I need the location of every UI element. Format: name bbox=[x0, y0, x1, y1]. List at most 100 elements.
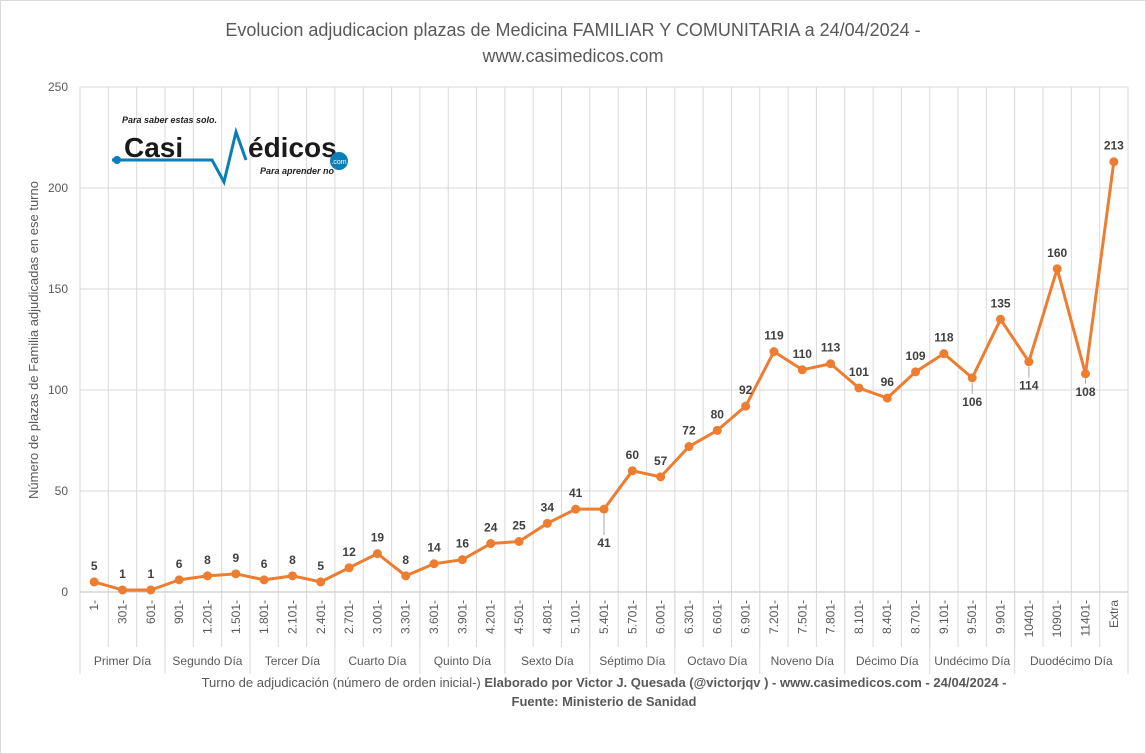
x-axis-label: Turno de adjudicación (número de orden i… bbox=[202, 675, 1007, 690]
x-tick-label: 1- bbox=[87, 600, 101, 611]
x-tick-label: 1.201- bbox=[200, 600, 214, 634]
data-point bbox=[854, 383, 864, 393]
x-group-label: Sexto Día bbox=[521, 654, 574, 668]
data-label: 160 bbox=[1047, 246, 1067, 260]
data-label: 8 bbox=[204, 553, 211, 567]
data-point bbox=[882, 393, 892, 403]
y-tick-label: 100 bbox=[48, 383, 68, 397]
x-tick-label: 6.001- bbox=[654, 600, 668, 634]
data-label: 34 bbox=[541, 500, 555, 514]
y-tick-label: 0 bbox=[61, 585, 68, 599]
x-tick-label: 9.901- bbox=[994, 600, 1008, 634]
x-group-label: Octavo Día bbox=[687, 654, 747, 668]
x-tick-label: 901- bbox=[172, 600, 186, 624]
x-axis-label-normal: Turno de adjudicación (número de orden i… bbox=[202, 675, 481, 690]
data-label: 80 bbox=[711, 407, 725, 421]
data-label: 92 bbox=[739, 383, 753, 397]
x-group-label: Quinto Día bbox=[434, 654, 492, 668]
x-tick-label: 3.601- bbox=[427, 600, 441, 634]
x-tick-label: 9.101- bbox=[937, 600, 951, 634]
x-tick-label: 4.801- bbox=[540, 600, 554, 634]
data-label: 19 bbox=[371, 531, 385, 545]
logo-tagline-top: Para saber estas solo. bbox=[122, 115, 217, 125]
data-label: 12 bbox=[342, 545, 356, 559]
data-label: 41 bbox=[597, 536, 611, 550]
x-category-labels: 1- 301- 601- 901- 1.201- 1.501- 1.801- 2.101- 2.… bbox=[87, 600, 1121, 638]
x-tick-label: 601- bbox=[144, 600, 158, 624]
data-point bbox=[826, 359, 836, 369]
data-label: 6 bbox=[176, 557, 183, 571]
data-label: 1 bbox=[147, 567, 154, 581]
x-tick-label: 1.801- bbox=[257, 600, 271, 634]
stethoscope-icon bbox=[113, 156, 121, 164]
data-label: 5 bbox=[317, 559, 324, 573]
data-point bbox=[89, 577, 99, 587]
y-tick-label: 250 bbox=[48, 80, 68, 94]
data-label: 1 bbox=[119, 567, 126, 581]
data-point bbox=[259, 575, 269, 585]
series-line-group bbox=[89, 157, 1119, 595]
data-label: 9 bbox=[232, 551, 239, 565]
casimedicos-logo: Para saber estas solo. Casi édicos .com … bbox=[112, 115, 348, 187]
data-label: 114 bbox=[1019, 379, 1039, 393]
data-point bbox=[287, 571, 297, 581]
data-point bbox=[174, 575, 184, 585]
logo-suffix: .com bbox=[331, 159, 346, 166]
data-label: 60 bbox=[626, 448, 640, 462]
data-point bbox=[656, 472, 666, 482]
x-tick-label: 5.101- bbox=[569, 600, 583, 634]
x-tick-label: 3.301- bbox=[399, 600, 413, 634]
data-label: 16 bbox=[456, 537, 470, 551]
logo-badge bbox=[330, 152, 348, 170]
data-label: 110 bbox=[793, 347, 813, 361]
data-point bbox=[1081, 369, 1091, 379]
data-label: 118 bbox=[934, 331, 954, 345]
data-label: 8 bbox=[289, 553, 296, 567]
x-group-label: Segundo Día bbox=[172, 654, 242, 668]
y-tick-label: 50 bbox=[55, 484, 69, 498]
data-label: 25 bbox=[512, 519, 526, 533]
data-point bbox=[1052, 264, 1062, 274]
x-group-label: Duodécimo Día bbox=[1030, 654, 1113, 668]
data-label: 57 bbox=[654, 454, 668, 468]
x-tick-label: 301- bbox=[115, 600, 129, 624]
data-label: 41 bbox=[569, 486, 583, 500]
data-label: 101 bbox=[849, 365, 869, 379]
x-tick-label: 6.601- bbox=[710, 600, 724, 634]
data-point bbox=[741, 401, 751, 411]
x-tick-label: 11401- bbox=[1079, 600, 1093, 636]
data-point bbox=[967, 373, 977, 383]
x-tick-label: 5.401- bbox=[597, 600, 611, 634]
data-label: 106 bbox=[962, 395, 982, 409]
x-tick-label: 2.701- bbox=[342, 600, 356, 634]
data-point bbox=[684, 442, 694, 452]
x-tick-label: 5.701- bbox=[625, 600, 639, 634]
y-tick-label: 200 bbox=[48, 181, 68, 195]
data-point bbox=[627, 466, 637, 476]
x-tick-label: 3.001- bbox=[370, 600, 384, 634]
data-label: 14 bbox=[427, 541, 441, 555]
x-group-label: Décimo Día bbox=[856, 654, 919, 668]
heartbeat-icon bbox=[112, 126, 248, 187]
x-group-label: Tercer Día bbox=[265, 654, 321, 668]
logo-brand-right: édicos bbox=[248, 132, 337, 163]
x-tick-label: 8.101- bbox=[852, 600, 866, 634]
x-tick-label: 6.901- bbox=[739, 600, 753, 634]
data-point bbox=[599, 504, 609, 514]
data-point bbox=[231, 569, 241, 579]
x-group-labels: Primer Día Segundo Día Tercer Día Cuarto Dí… bbox=[94, 654, 1113, 668]
x-group-label: Cuarto Día bbox=[348, 654, 406, 668]
x-group-label: Primer Día bbox=[94, 654, 152, 668]
y-axis-label: Número de plazas de Familia adjudicadas … bbox=[26, 181, 41, 499]
x-group-label: Noveno Día bbox=[771, 654, 835, 668]
data-label: 135 bbox=[991, 296, 1011, 310]
data-label: 119 bbox=[764, 329, 784, 343]
x-group-label: Undécimo Día bbox=[934, 654, 1010, 668]
x-tick-label: 7.201- bbox=[767, 600, 781, 634]
logo-tagline-bottom: Para aprender no bbox=[260, 166, 335, 176]
y-tick-label: 150 bbox=[48, 282, 68, 296]
data-point bbox=[712, 425, 722, 435]
data-point bbox=[996, 314, 1006, 324]
data-label: 72 bbox=[682, 424, 696, 438]
